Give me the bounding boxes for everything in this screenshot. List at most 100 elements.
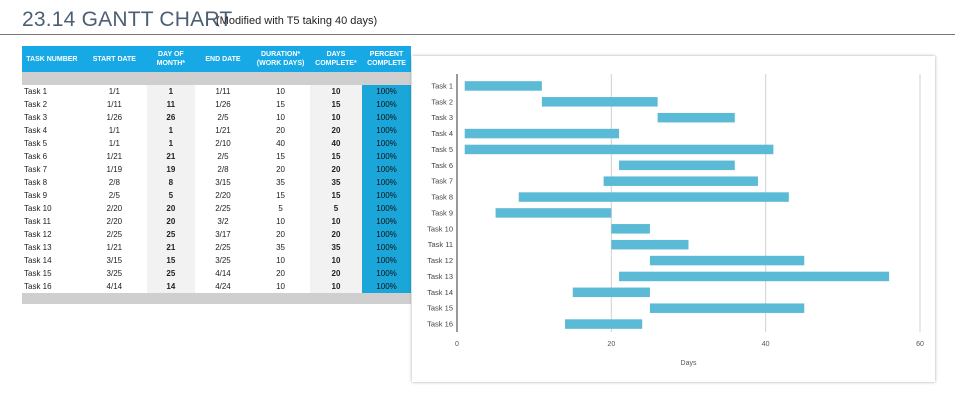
- days-complete-cell: 10: [309, 254, 363, 267]
- day-of-month-cell: 25: [146, 267, 195, 280]
- y-category-label: Task 3: [431, 113, 453, 122]
- duration-cell: 15: [276, 152, 286, 161]
- gantt-chart: 0 20 40 60 Task 1 Task 2 Task 3 Task 4 Task 5 Tas…: [427, 74, 924, 367]
- table-row: Task 3 1/26 26 2/5 10 10 100%: [22, 111, 411, 124]
- day-of-month-cell: 14: [146, 280, 195, 293]
- table-row: Task 9 2/5 5 2/20 15 15 100%: [22, 189, 411, 202]
- duration-cell: 10: [276, 87, 286, 96]
- y-category-label: Task 10: [427, 224, 453, 233]
- start-date-cell: 2/25: [106, 230, 123, 239]
- gantt-bar: [611, 239, 689, 250]
- table-row: Task 10 2/20 20 2/25 5 5 100%: [22, 202, 411, 215]
- end-date-cell: 2/8: [217, 165, 229, 174]
- task-name-cell: Task 9: [24, 191, 48, 200]
- start-date-cell: 2/20: [106, 217, 123, 226]
- task-name-cell: Task 5: [24, 139, 48, 148]
- duration-cell: 10: [276, 282, 286, 291]
- days-complete-cell: 15: [309, 98, 363, 111]
- table-row: Task 12 2/25 25 3/17 20 20 100%: [22, 228, 411, 241]
- duration-cell: 20: [276, 126, 286, 135]
- end-date-cell: 4/14: [215, 269, 231, 278]
- duration-cell: 10: [276, 113, 286, 122]
- percent-complete-cell: 100%: [362, 267, 411, 280]
- col-header-percent-complete: PERCENT COMPLETE: [362, 46, 411, 72]
- percent-complete-cell: 100%: [362, 215, 411, 228]
- start-date-cell: 3/15: [106, 256, 123, 265]
- table-header-row: TASK NUMBER START DATE DAY OF MONTH* END…: [22, 46, 411, 72]
- task-name-cell: Task 12: [24, 230, 52, 239]
- table-row: Task 5 1/1 1 2/10 40 40 100%: [22, 137, 411, 150]
- day-of-month-cell: 21: [146, 241, 195, 254]
- gantt-bar: [572, 287, 650, 298]
- gantt-bar: [649, 303, 805, 313]
- start-date-cell: 1/19: [106, 165, 123, 174]
- x-tick-label: 0: [455, 341, 459, 348]
- gantt-chart-panel: 0 20 40 60 Task 1 Task 2 Task 3 Task 4 Task 5 Tas…: [412, 56, 935, 382]
- start-date-cell: 3/25: [106, 269, 123, 278]
- table-row: Task 1 1/1 1 1/11 10 10 100%: [22, 85, 411, 98]
- table-row: Task 7 1/19 19 2/8 20 20 100%: [22, 163, 411, 176]
- end-date-cell: 4/24: [215, 282, 231, 291]
- table-body: Task 1 1/1 1 1/11 10 10 100% Task 2 1/11 11 1/26 15…: [22, 72, 411, 304]
- table-row: Task 13 1/21 21 2/25 35 35 100%: [22, 241, 411, 254]
- table-row: Task 2 1/11 11 1/26 15 15 100%: [22, 98, 411, 111]
- duration-cell: 40: [276, 139, 286, 148]
- task-name-cell: Task 15: [24, 269, 52, 278]
- days-complete-cell: 20: [309, 124, 363, 137]
- start-date-cell: 1/11: [106, 100, 122, 109]
- gantt-bar: [464, 144, 774, 155]
- gantt-bar: [518, 192, 789, 202]
- y-category-label: Task 7: [431, 177, 453, 186]
- day-of-month-cell: 15: [146, 254, 195, 267]
- y-category-label: Task 11: [428, 240, 453, 249]
- days-complete-cell: 20: [309, 267, 363, 280]
- percent-complete-cell: 100%: [362, 137, 411, 150]
- task-name-cell: Task 7: [24, 165, 48, 174]
- end-date-cell: 1/26: [215, 100, 231, 109]
- y-category-label: Task 14: [427, 288, 453, 297]
- start-date-cell: 2/20: [106, 204, 123, 213]
- duration-cell: 15: [276, 100, 286, 109]
- table-row: Task 14 3/15 15 3/25 10 10 100%: [22, 254, 411, 267]
- days-complete-cell: 15: [309, 150, 363, 163]
- percent-complete-cell: 100%: [362, 111, 411, 124]
- task-name-cell: Task 3: [24, 113, 48, 122]
- table-row: Task 11 2/20 20 3/2 10 10 100%: [22, 215, 411, 228]
- title-bar: 23.14 GANTT CHART (Modified with T5 taki…: [0, 0, 955, 35]
- duration-cell: 15: [276, 191, 286, 200]
- start-date-cell: 1/26: [106, 113, 123, 122]
- days-complete-cell: 5: [309, 202, 363, 215]
- days-complete-cell: 35: [309, 176, 363, 189]
- end-date-cell: 2/25: [215, 243, 231, 252]
- end-date-cell: 2/5: [217, 152, 229, 161]
- gantt-bar: [464, 81, 542, 91]
- table-row: Task 4 1/1 1 1/21 20 20 100%: [22, 124, 411, 137]
- table-row: Task 15 3/25 25 4/14 20 20 100%: [22, 267, 411, 280]
- x-tick-label: 60: [916, 341, 924, 348]
- start-date-cell: 1/21: [106, 152, 123, 161]
- start-date-cell: 2/5: [108, 191, 120, 200]
- days-complete-cell: 20: [309, 228, 363, 241]
- days-complete-cell: 10: [309, 111, 363, 124]
- end-date-cell: 3/2: [217, 217, 229, 226]
- page-title: 23.14 GANTT CHART: [22, 8, 233, 31]
- end-date-cell: 2/5: [217, 113, 229, 122]
- day-of-month-cell: 26: [146, 111, 195, 124]
- percent-complete-cell: 100%: [362, 124, 411, 137]
- table-row: Task 16 4/14 14 4/24 10 10 100%: [22, 280, 411, 293]
- end-date-cell: 2/25: [215, 204, 231, 213]
- duration-cell: 35: [276, 243, 286, 252]
- duration-cell: 10: [276, 217, 286, 226]
- duration-cell: 20: [276, 269, 286, 278]
- col-header-day-of-month: DAY OF MONTH*: [146, 46, 195, 72]
- page-subtitle: (Modified with T5 taking 40 days): [216, 15, 378, 27]
- x-tick-label: 20: [607, 341, 615, 348]
- day-of-month-cell: 25: [146, 228, 195, 241]
- gantt-bar: [649, 255, 805, 266]
- end-date-cell: 2/10: [215, 139, 231, 148]
- days-complete-cell: 20: [309, 163, 363, 176]
- col-header-end-date: END DATE: [194, 46, 252, 72]
- duration-cell: 20: [276, 165, 286, 174]
- end-date-cell: 1/11: [215, 87, 231, 96]
- y-category-label: Task 5: [431, 145, 453, 154]
